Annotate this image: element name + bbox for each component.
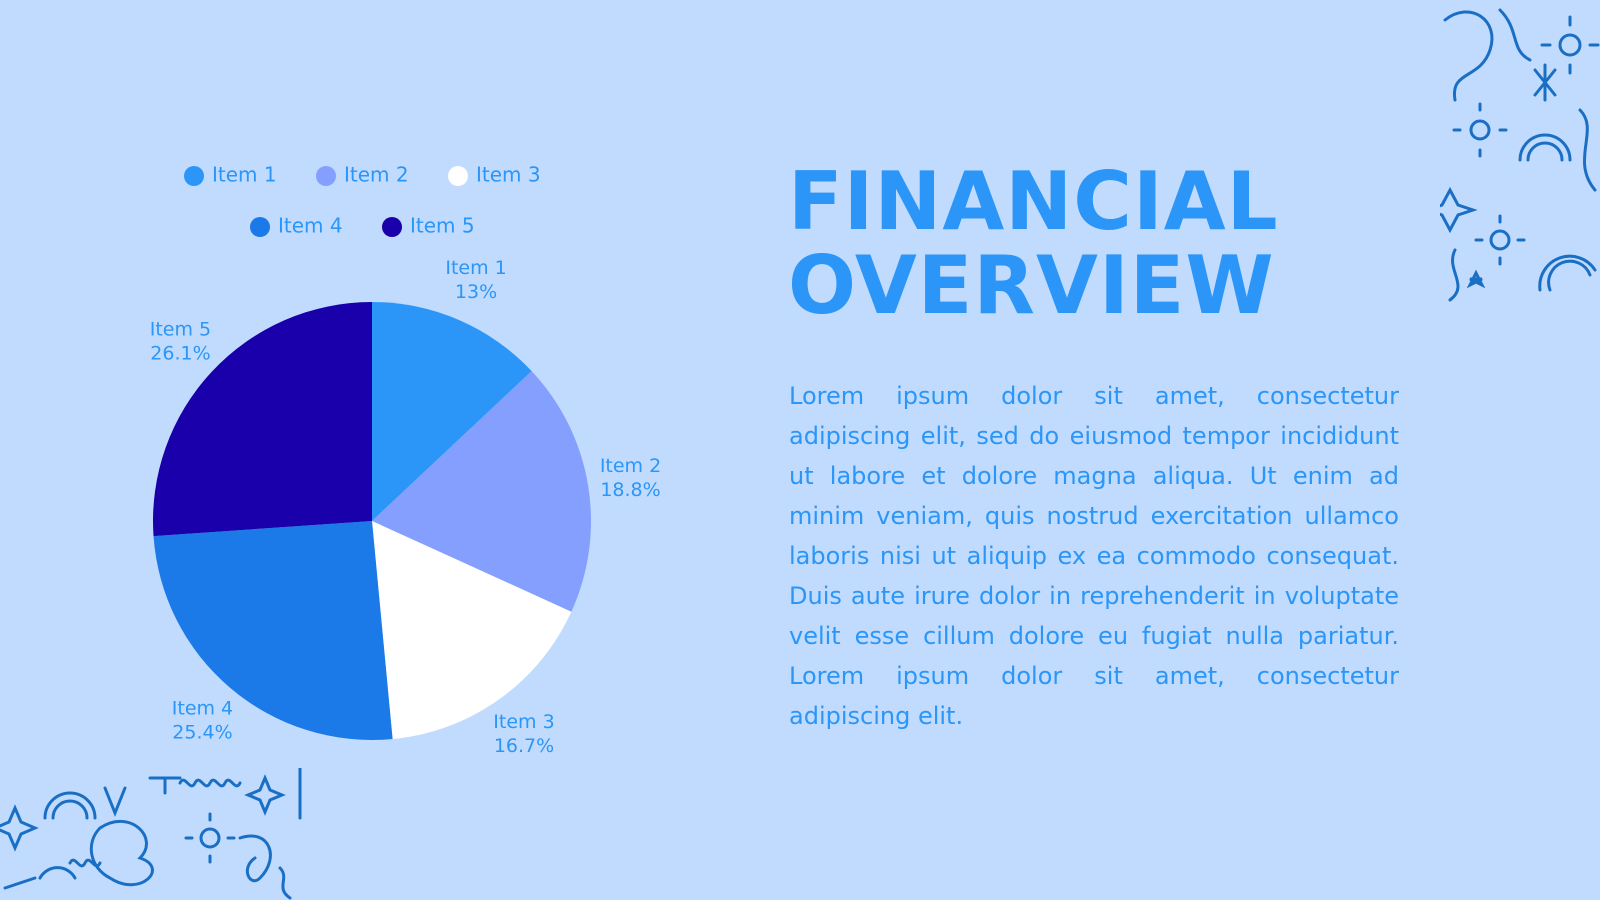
- legend-label: Item 2: [344, 163, 409, 187]
- body-text: Lorem ipsum dolor sit amet, consectetur …: [789, 382, 1399, 730]
- data-label-name: Item 4: [172, 697, 233, 719]
- data-label-name: Item 3: [493, 711, 554, 733]
- data-label-value: 13%: [455, 281, 497, 303]
- legend-label: Item 3: [476, 163, 541, 187]
- legend-marker: [250, 217, 270, 237]
- pie-slice: [372, 371, 591, 612]
- legend-marker: [316, 166, 336, 186]
- decoration: [0, 768, 302, 900]
- data-label-name: Item 1: [445, 257, 506, 279]
- data-label-name: Item 5: [150, 319, 211, 341]
- pie-slice: [372, 302, 532, 521]
- data-label-value: 25.4%: [172, 721, 232, 743]
- legend-label: Item 4: [278, 214, 343, 238]
- legend-marker: [448, 166, 468, 186]
- legend-label: Item 1: [212, 163, 277, 187]
- title: FINANCIAL OVERVIEW: [788, 155, 1279, 332]
- pie-chart: Item 113%Item 218.8%Item 316.7%Item 425.…: [150, 163, 661, 757]
- pie-slice: [153, 521, 393, 740]
- data-label-value: 18.8%: [600, 479, 660, 501]
- legend-marker: [382, 217, 402, 237]
- pie-slice: [372, 521, 572, 740]
- data-label-name: Item 2: [600, 455, 661, 477]
- pie-slice: [153, 302, 372, 537]
- legend-marker: [184, 166, 204, 186]
- decoration: [1440, 8, 1600, 302]
- data-label-value: 26.1%: [150, 343, 210, 365]
- data-label-value: 16.7%: [494, 735, 554, 757]
- legend-label: Item 5: [410, 214, 475, 238]
